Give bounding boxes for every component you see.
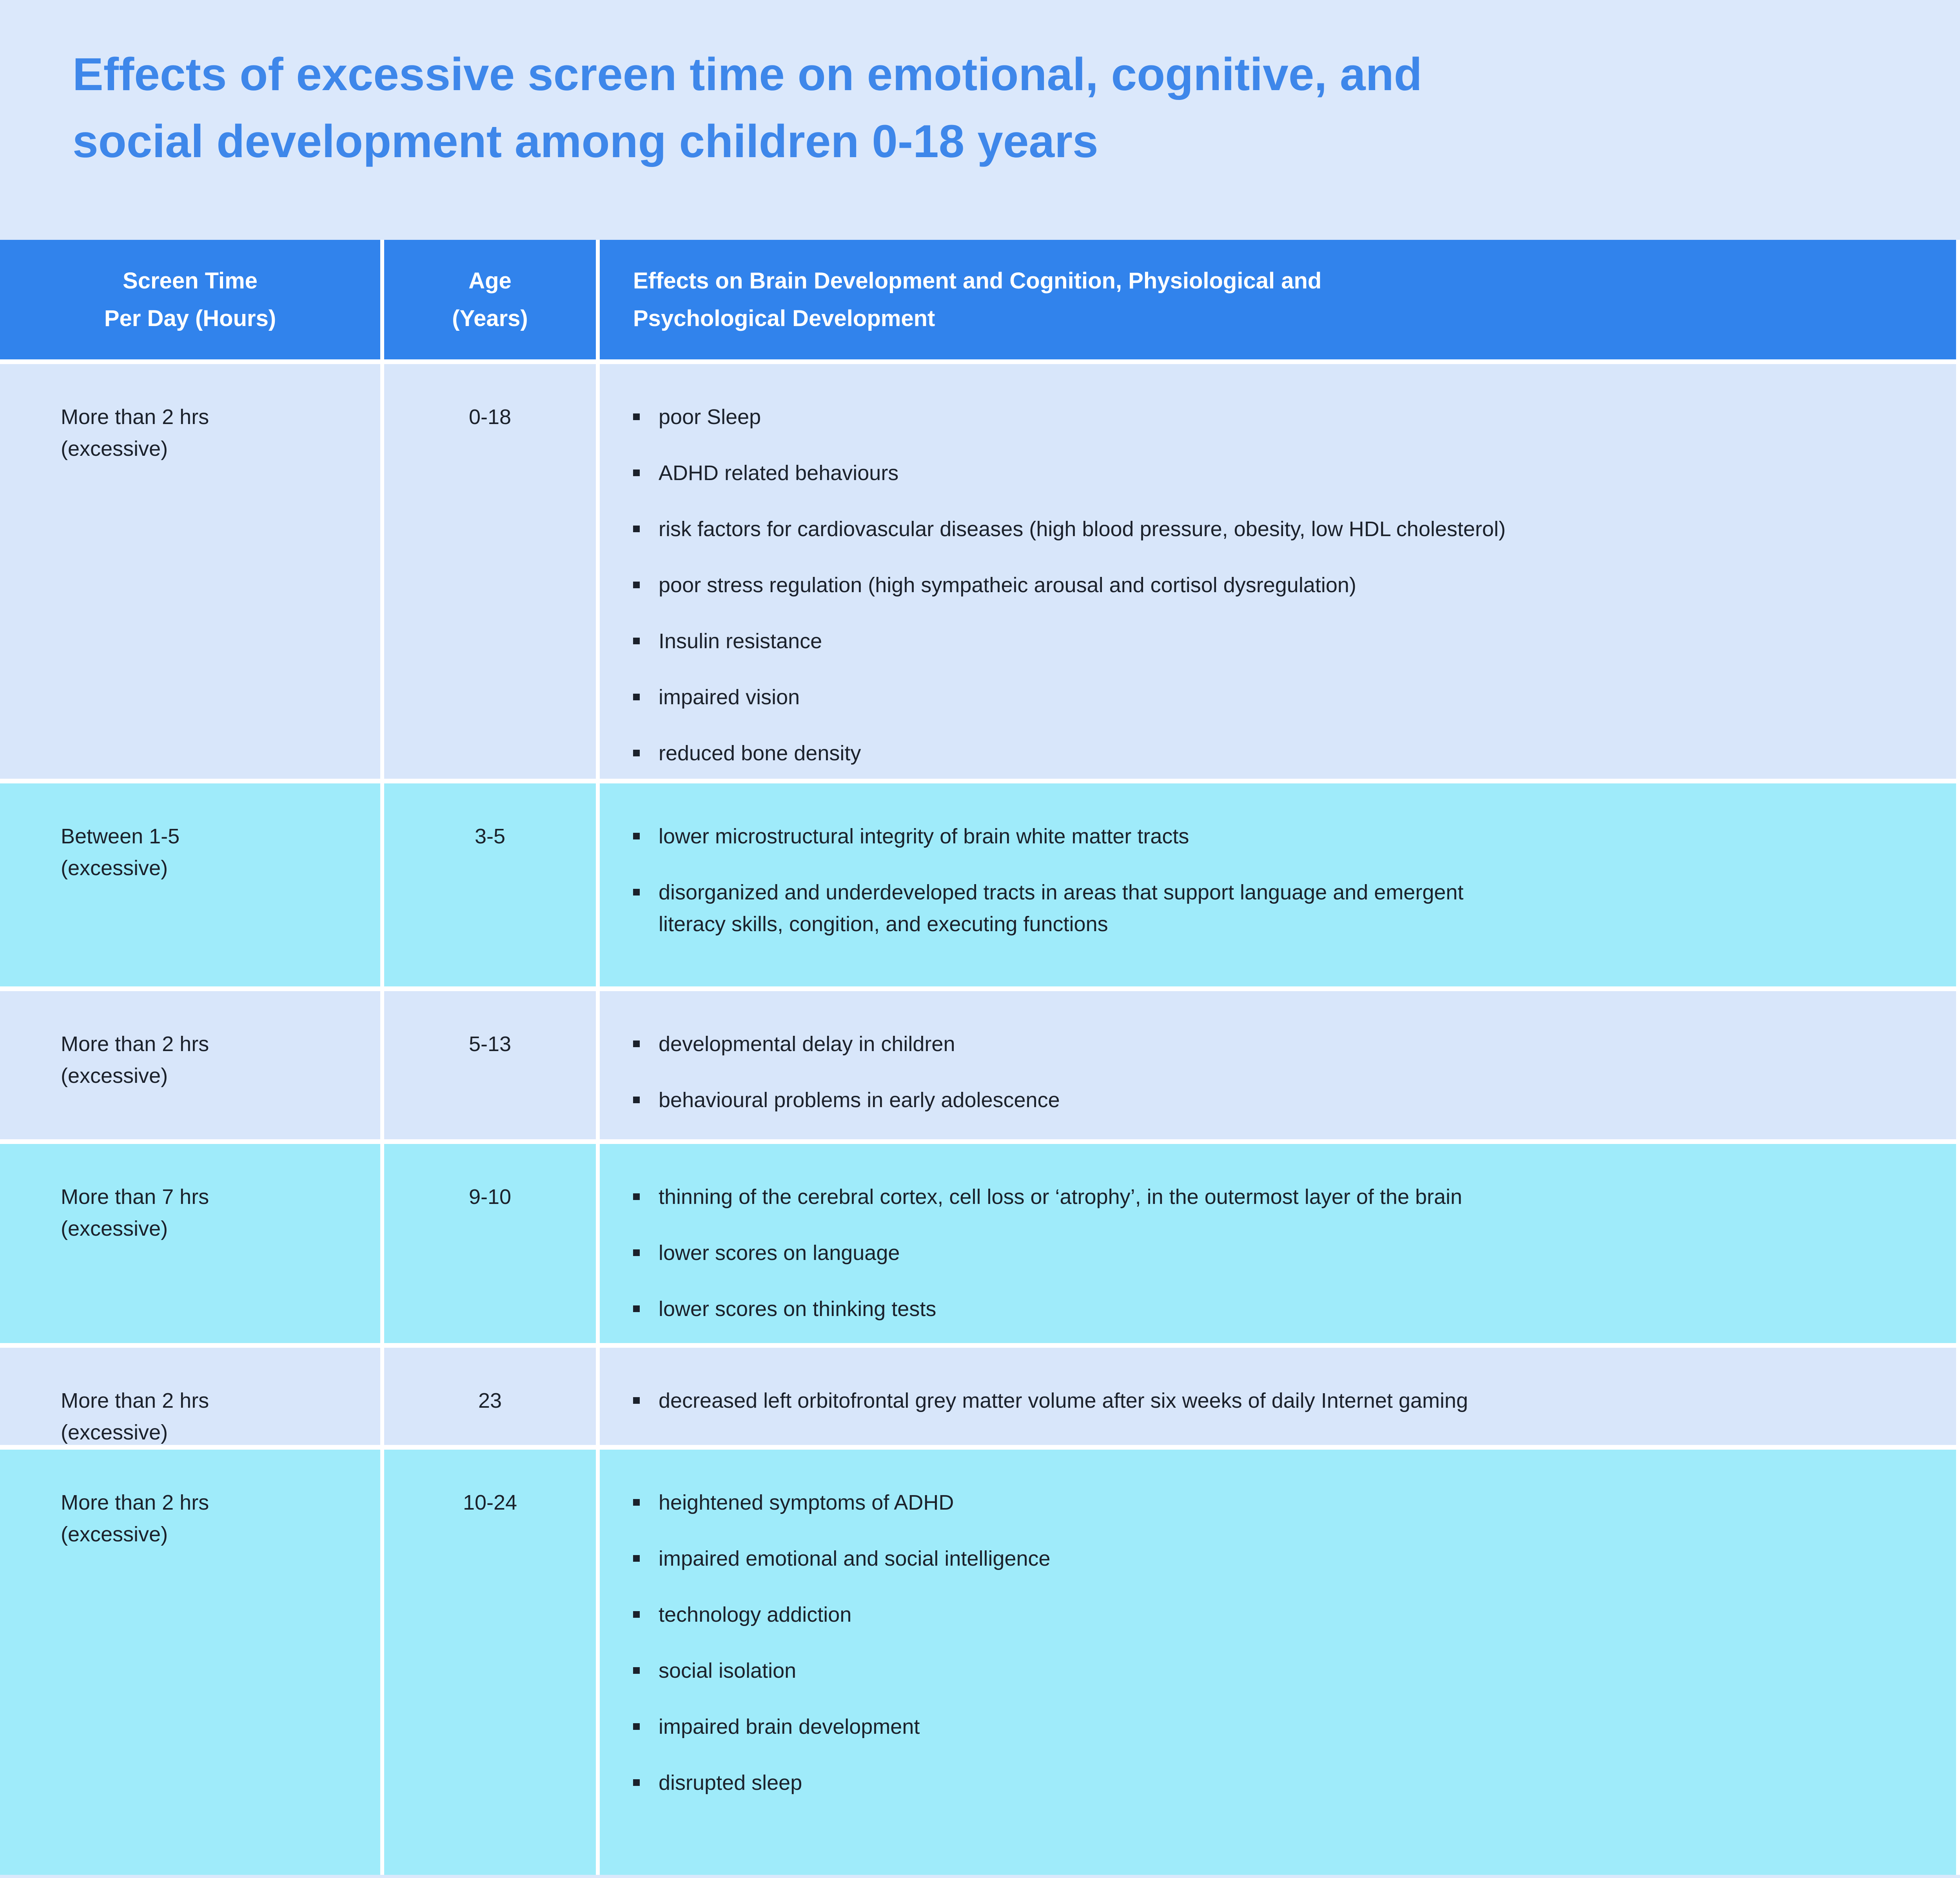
effect-text: ADHD related behaviours — [659, 461, 899, 485]
table-header-row: Screen Time Per Day (Hours) Age (Years) … — [0, 240, 1956, 360]
effect-item: Insulin resistance — [633, 625, 1905, 657]
effect-text: technology addiction — [659, 1603, 852, 1627]
effect-item: disorganized and underdeveloped tracts i… — [633, 877, 1905, 940]
age-cell: 23 — [384, 1348, 596, 1445]
effect-item: impaired vision — [633, 682, 1905, 713]
age-cell: 10-24 — [384, 1450, 596, 1875]
effects-cell: heightened symptoms of ADHD impaired emot… — [600, 1450, 1956, 1875]
effect-text: disorganized and underdeveloped tracts i… — [659, 881, 1464, 936]
effect-item: developmental delay in children — [633, 1028, 1905, 1060]
effect-item: lower scores on language — [633, 1237, 1905, 1269]
effects-cell: decreased left orbitofrontal grey matter… — [600, 1348, 1956, 1445]
effect-item: thinning of the cerebral cortex, cell lo… — [633, 1181, 1905, 1213]
screen-time-cell: More than 2 hrs (excessive) — [0, 1450, 380, 1875]
effect-text: developmental delay in children — [659, 1032, 955, 1056]
screen-time-cell: More than 7 hrs (excessive) — [0, 1144, 380, 1343]
effects-list: developmental delay in children behaviour… — [633, 1028, 1905, 1116]
effects-cell: developmental delay in children behaviour… — [600, 991, 1956, 1140]
effect-item: reduced bone density — [633, 738, 1905, 769]
header-screen-time: Screen Time Per Day (Hours) — [0, 240, 380, 360]
age-cell: 3-5 — [384, 783, 596, 987]
effect-text: reduced bone density — [659, 741, 861, 765]
effect-text: lower microstructural integrity of brain… — [659, 825, 1189, 848]
screen-time-cell: More than 2 hrs (excessive) — [0, 364, 380, 779]
effect-text: decreased left orbitofrontal grey matter… — [659, 1389, 1468, 1413]
effect-item: technology addiction — [633, 1599, 1905, 1631]
effects-cell: thinning of the cerebral cortex, cell lo… — [600, 1144, 1956, 1343]
effect-item: decreased left orbitofrontal grey matter… — [633, 1385, 1905, 1417]
header-effects: Effects on Brain Development and Cogniti… — [600, 240, 1956, 360]
effect-text: lower scores on language — [659, 1241, 900, 1265]
effects-list: decreased left orbitofrontal grey matter… — [633, 1385, 1905, 1417]
effects-list: heightened symptoms of ADHD impaired emot… — [633, 1487, 1905, 1799]
age-cell: 9-10 — [384, 1144, 596, 1343]
table-row: More than 2 hrs (excessive) 23 decreased l… — [0, 1348, 1956, 1445]
effect-item: disrupted sleep — [633, 1767, 1905, 1799]
effect-text: social isolation — [659, 1659, 797, 1683]
table-row: More than 2 hrs (excessive) 10-24 heighten… — [0, 1450, 1956, 1875]
table-body: More than 2 hrs (excessive) 0-18 poor Slee… — [0, 364, 1956, 1875]
effect-text: lower scores on thinking tests — [659, 1297, 936, 1321]
effects-list: thinning of the cerebral cortex, cell lo… — [633, 1181, 1905, 1325]
screen-time-cell: More than 2 hrs (excessive) — [0, 991, 380, 1140]
effect-text: poor Sleep — [659, 405, 761, 429]
effect-item: social isolation — [633, 1655, 1905, 1687]
effect-text: risk factors for cardiovascular diseases… — [659, 517, 1506, 541]
screen-time-cell: Between 1-5 (excessive) — [0, 783, 380, 987]
age-cell: 5-13 — [384, 991, 596, 1140]
page-title: Effects of excessive screen time on emot… — [73, 49, 1422, 168]
effect-text: heightened symptoms of ADHD — [659, 1491, 954, 1515]
effect-text: impaired vision — [659, 685, 800, 709]
screen-time-effects-table: Screen Time Per Day (Hours) Age (Years) … — [0, 240, 1960, 1875]
table-row: More than 2 hrs (excessive) 5-13 developme… — [0, 991, 1956, 1140]
table-row: More than 7 hrs (excessive) 9-10 thinning … — [0, 1144, 1956, 1343]
table-row: Between 1-5 (excessive) 3-5 lower microstr… — [0, 783, 1956, 987]
effect-text: impaired emotional and social intelligen… — [659, 1547, 1051, 1571]
effects-list: poor Sleep ADHD related behaviours risk fa… — [633, 401, 1905, 769]
effect-item: lower microstructural integrity of brain… — [633, 821, 1905, 852]
effect-text: thinning of the cerebral cortex, cell lo… — [659, 1185, 1463, 1209]
effect-item: impaired emotional and social intelligen… — [633, 1543, 1905, 1575]
effect-item: poor Sleep — [633, 401, 1905, 433]
effect-text: disrupted sleep — [659, 1771, 802, 1795]
effect-item: heightened symptoms of ADHD — [633, 1487, 1905, 1519]
effect-item: behavioural problems in early adolescenc… — [633, 1084, 1905, 1116]
screen-time-cell: More than 2 hrs (excessive) — [0, 1348, 380, 1445]
header-age: Age (Years) — [384, 240, 596, 360]
age-cell: 0-18 — [384, 364, 596, 779]
effects-cell: lower microstructural integrity of brain… — [600, 783, 1956, 987]
effect-text: behavioural problems in early adolescenc… — [659, 1088, 1060, 1112]
effects-cell: poor Sleep ADHD related behaviours risk fa… — [600, 364, 1956, 779]
effect-item: risk factors for cardiovascular diseases… — [633, 513, 1905, 545]
effect-item: lower scores on thinking tests — [633, 1293, 1905, 1325]
table-row: More than 2 hrs (excessive) 0-18 poor Slee… — [0, 364, 1956, 779]
effect-item: poor stress regulation (high sympatheic … — [633, 569, 1905, 601]
effect-item: impaired brain development — [633, 1711, 1905, 1743]
effect-text: poor stress regulation (high sympatheic … — [659, 573, 1356, 597]
effect-text: Insulin resistance — [659, 629, 822, 653]
effects-list: lower microstructural integrity of brain… — [633, 821, 1905, 940]
effect-item: ADHD related behaviours — [633, 457, 1905, 489]
effect-text: impaired brain development — [659, 1715, 920, 1739]
